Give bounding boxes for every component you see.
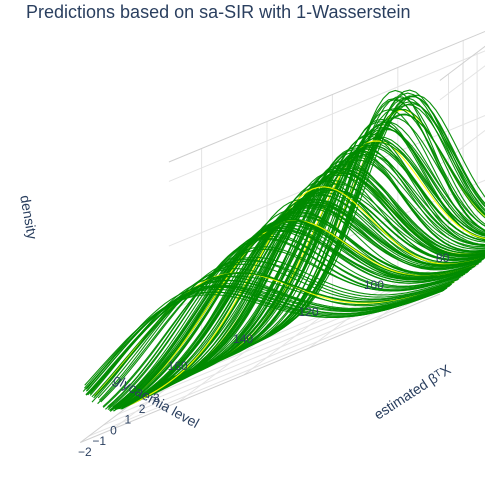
density-curve [85,285,446,396]
x-tick-label: 100 [364,278,384,292]
density-curve [108,235,469,409]
density-curve [102,248,463,408]
y-tick-label: −2 [78,445,92,459]
density-curve [117,214,478,410]
density-curve [121,198,482,410]
x-tick-label: 80 [436,251,450,265]
box-top-edge [168,30,485,163]
density-curve [98,259,460,401]
y-tick-label: 2 [139,402,146,416]
x-tick-label: 160 [168,359,188,373]
floor-gridline-glycaemia [243,307,333,376]
y-axis-title: estimated βᵀX [371,361,454,423]
density-curve [97,263,459,399]
x-tick-label: 120 [298,305,318,319]
density-curve [109,229,471,411]
floor-gridline-beta [88,287,449,437]
density-curve [119,215,480,408]
density-curve [108,229,470,411]
y-tick-label: 3 [153,391,160,405]
box-top-edge [439,45,485,81]
density-curves [82,89,485,412]
back-wall-gridline-density [168,50,485,182]
density-curve [121,207,482,408]
density-curve [97,260,458,405]
density-curve [155,89,485,387]
y-tick-label: 1 [124,413,131,427]
density-curve [126,186,485,408]
side-wall-gridline-density [439,65,485,101]
y-tick-label: 0 [110,423,117,437]
floor-gridline-glycaemia [178,334,268,403]
density-curve [113,220,474,412]
density-curve [132,164,485,404]
density-curve [107,233,468,411]
chart-title: Predictions based on sa-SIR with 1-Wasse… [26,2,411,22]
density-curve [100,256,461,403]
density-curve [82,290,444,392]
z-axis-title: density [17,194,40,240]
density-curve [130,167,485,405]
density-curve [87,283,448,396]
y-tick-label: −1 [92,434,106,448]
box-bottom-edge [80,293,441,443]
density-curve [85,288,446,390]
x-tick-label: 140 [233,332,253,346]
density-curve [91,275,452,398]
density-curve [120,205,481,410]
